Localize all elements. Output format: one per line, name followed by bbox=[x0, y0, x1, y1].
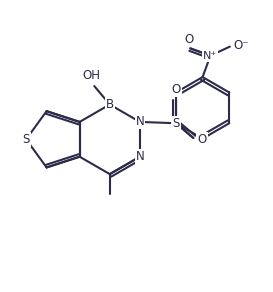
Text: N: N bbox=[135, 150, 144, 163]
Text: O: O bbox=[184, 33, 194, 46]
Text: S: S bbox=[172, 117, 180, 130]
Text: B: B bbox=[106, 98, 114, 111]
Text: O⁻: O⁻ bbox=[234, 39, 249, 52]
Text: N: N bbox=[135, 115, 144, 128]
Text: O: O bbox=[197, 133, 207, 146]
Text: O: O bbox=[171, 84, 181, 96]
Text: S: S bbox=[22, 133, 30, 146]
Text: N⁺: N⁺ bbox=[203, 51, 218, 61]
Text: OH: OH bbox=[83, 69, 101, 82]
